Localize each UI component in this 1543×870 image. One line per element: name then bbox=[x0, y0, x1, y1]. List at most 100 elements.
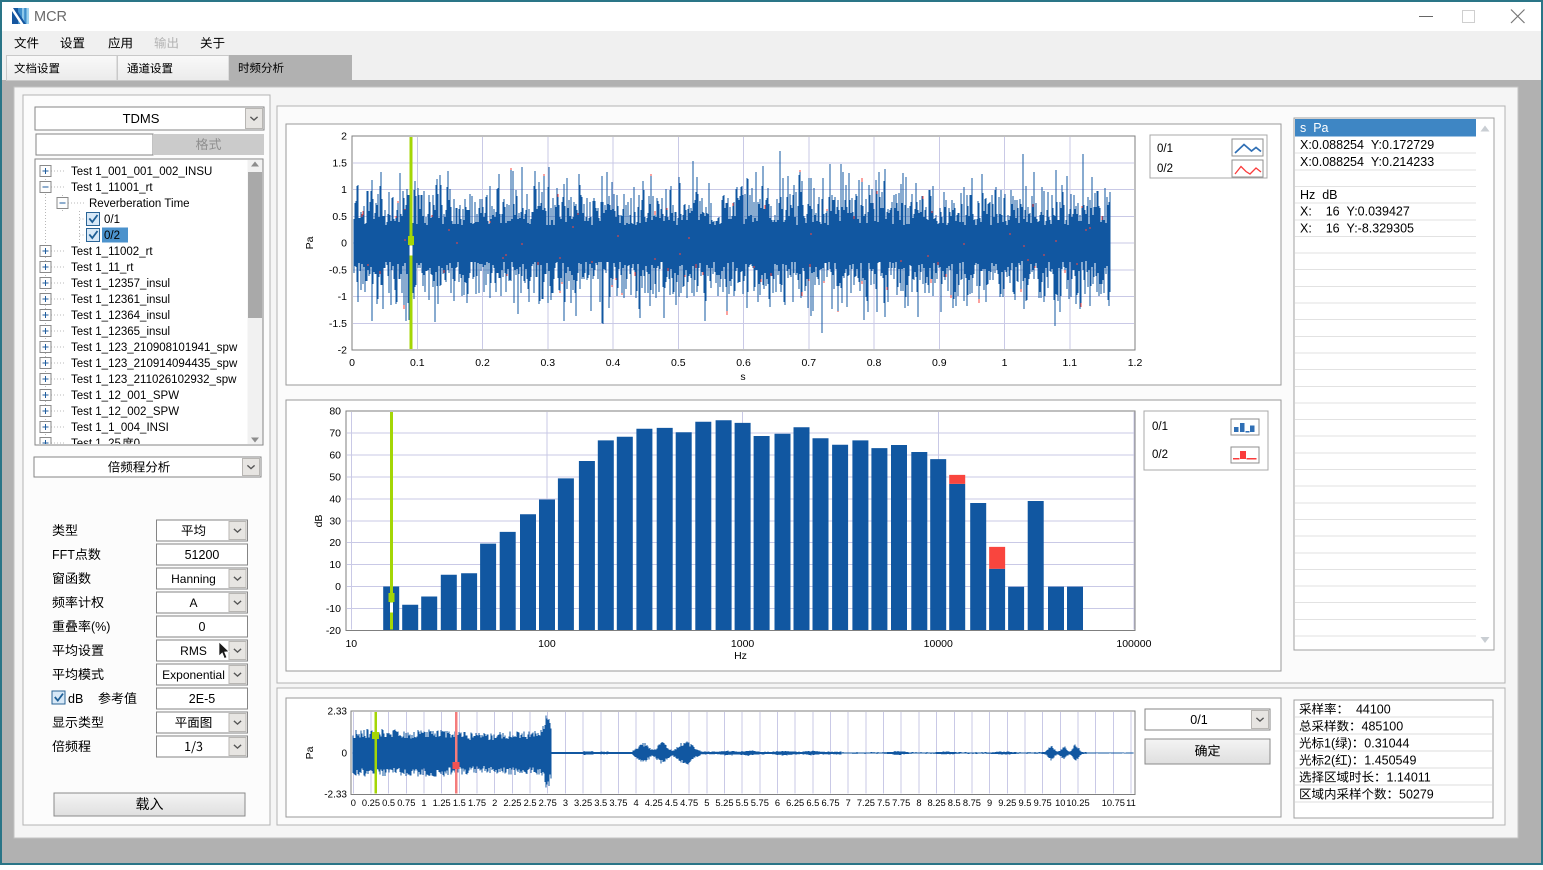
svg-text:60: 60 bbox=[329, 449, 341, 461]
svg-text:6.75: 6.75 bbox=[821, 798, 839, 808]
svg-text:0/1: 0/1 bbox=[1190, 713, 1207, 727]
svg-text:MCR: MCR bbox=[34, 9, 67, 25]
svg-text:1.75: 1.75 bbox=[468, 798, 486, 808]
svg-text:Test 1_12361_insul: Test 1_12361_insul bbox=[71, 294, 170, 306]
svg-text:0: 0 bbox=[351, 798, 356, 808]
svg-text:1(: 1( bbox=[1324, 737, 1336, 751]
svg-text:0.9: 0.9 bbox=[932, 357, 947, 369]
svg-text:485100: 485100 bbox=[1362, 720, 1404, 734]
svg-text:dB: dB bbox=[313, 515, 325, 528]
svg-text:9: 9 bbox=[987, 798, 992, 808]
svg-text:A: A bbox=[189, 596, 197, 610]
svg-text:1.5: 1.5 bbox=[453, 798, 466, 808]
svg-text:7.75: 7.75 bbox=[892, 798, 910, 808]
svg-text:3.75: 3.75 bbox=[609, 798, 627, 808]
svg-text:0: 0 bbox=[341, 238, 347, 250]
svg-text:1: 1 bbox=[1002, 357, 1008, 369]
svg-text:9.25: 9.25 bbox=[998, 798, 1016, 808]
svg-text:0.3: 0.3 bbox=[540, 357, 555, 369]
svg-text:X: 16 Y:-8.329305: X: 16 Y:-8.329305 bbox=[1300, 221, 1414, 235]
svg-text:X: 16 Y:0.039427: X: 16 Y:0.039427 bbox=[1300, 205, 1410, 219]
svg-text:(%): (%) bbox=[91, 620, 110, 634]
svg-text:0.6: 0.6 bbox=[736, 357, 751, 369]
svg-text:): ) bbox=[1348, 737, 1352, 751]
svg-text:0.5: 0.5 bbox=[671, 357, 686, 369]
svg-text:10.25: 10.25 bbox=[1066, 798, 1089, 808]
svg-text:0/1: 0/1 bbox=[104, 214, 120, 226]
svg-text:0.25: 0.25 bbox=[362, 798, 380, 808]
svg-text:Test 1_25: Test 1_25 bbox=[71, 438, 121, 450]
svg-text:s Pa: s Pa bbox=[1300, 121, 1329, 135]
svg-text:5: 5 bbox=[704, 798, 709, 808]
svg-text:44100: 44100 bbox=[1349, 703, 1391, 717]
svg-text:4.25: 4.25 bbox=[645, 798, 663, 808]
svg-text:2.25: 2.25 bbox=[503, 798, 521, 808]
svg-text:30: 30 bbox=[329, 515, 341, 527]
svg-text:0/2: 0/2 bbox=[1157, 163, 1173, 175]
svg-text:4.5: 4.5 bbox=[665, 798, 678, 808]
svg-text:-1.5: -1.5 bbox=[329, 318, 347, 330]
svg-text:Pa: Pa bbox=[304, 236, 316, 249]
svg-text:0/2: 0/2 bbox=[1152, 449, 1168, 461]
svg-text:7.25: 7.25 bbox=[857, 798, 875, 808]
svg-text:Test 1_12365_insul: Test 1_12365_insul bbox=[71, 326, 170, 338]
svg-text:0.75: 0.75 bbox=[397, 798, 415, 808]
svg-text:0: 0 bbox=[335, 581, 341, 593]
svg-text:2E-5: 2E-5 bbox=[189, 692, 215, 706]
svg-text:80: 80 bbox=[329, 406, 341, 418]
svg-text:4: 4 bbox=[634, 798, 639, 808]
svg-text:0.1: 0.1 bbox=[410, 357, 425, 369]
svg-text:5.75: 5.75 bbox=[751, 798, 769, 808]
svg-text:1.2: 1.2 bbox=[1128, 357, 1143, 369]
svg-text:0: 0 bbox=[199, 620, 206, 634]
svg-text:1: 1 bbox=[421, 798, 426, 808]
svg-text:1000: 1000 bbox=[731, 638, 755, 650]
svg-text:51200: 51200 bbox=[185, 548, 220, 562]
svg-text:100: 100 bbox=[538, 638, 556, 650]
svg-text:-2.33: -2.33 bbox=[324, 790, 347, 801]
svg-text:-0.5: -0.5 bbox=[329, 264, 347, 276]
svg-text:): ) bbox=[1348, 754, 1352, 768]
svg-text:0.4: 0.4 bbox=[606, 357, 621, 369]
svg-text:7: 7 bbox=[846, 798, 851, 808]
svg-text:-2: -2 bbox=[338, 345, 347, 357]
svg-text:4.75: 4.75 bbox=[680, 798, 698, 808]
svg-text:0: 0 bbox=[341, 749, 347, 760]
svg-text:Exponential: Exponential bbox=[162, 668, 225, 682]
svg-text:-20: -20 bbox=[326, 625, 341, 637]
svg-text:10: 10 bbox=[329, 559, 341, 571]
svg-text:Test 1_123_211026102932_spw: Test 1_123_211026102932_spw bbox=[71, 374, 237, 386]
svg-text:2: 2 bbox=[341, 131, 347, 143]
svg-text:Hz dB: Hz dB bbox=[1300, 188, 1338, 202]
svg-text:Test 1_11002_rt: Test 1_11002_rt bbox=[71, 246, 153, 258]
svg-text:-10: -10 bbox=[326, 603, 341, 615]
svg-text:9.5: 9.5 bbox=[1018, 798, 1031, 808]
svg-text:0.5: 0.5 bbox=[382, 798, 395, 808]
svg-text:TDMS: TDMS bbox=[123, 111, 160, 126]
svg-text:10: 10 bbox=[345, 638, 357, 650]
svg-text:50279: 50279 bbox=[1399, 788, 1434, 802]
svg-text:5.25: 5.25 bbox=[715, 798, 733, 808]
svg-text:1.14011: 1.14011 bbox=[1387, 771, 1431, 785]
svg-text:Test 1_123_210914094435_spw: Test 1_123_210914094435_spw bbox=[71, 358, 238, 370]
svg-text:X:0.088254 Y:0.214233: X:0.088254 Y:0.214233 bbox=[1300, 155, 1434, 169]
svg-text:100000: 100000 bbox=[1116, 638, 1151, 650]
svg-text:X:0.088254 Y:0.172729: X:0.088254 Y:0.172729 bbox=[1300, 138, 1434, 152]
svg-text:50: 50 bbox=[329, 471, 341, 483]
svg-text:40: 40 bbox=[329, 493, 341, 505]
svg-text:6.25: 6.25 bbox=[786, 798, 804, 808]
svg-text:0: 0 bbox=[134, 438, 140, 450]
svg-text:0.2: 0.2 bbox=[475, 357, 490, 369]
svg-text:1.5: 1.5 bbox=[332, 157, 347, 169]
svg-text:Test 1_11001_rt: Test 1_11001_rt bbox=[71, 182, 153, 194]
svg-text:3: 3 bbox=[563, 798, 568, 808]
svg-text:Test 1_1_004_INSI: Test 1_1_004_INSI bbox=[71, 422, 169, 434]
svg-text:Test 1_12_001_SPW: Test 1_12_001_SPW bbox=[71, 390, 179, 402]
svg-text:2.5: 2.5 bbox=[524, 798, 537, 808]
svg-text:8.5: 8.5 bbox=[948, 798, 961, 808]
svg-text:0/1: 0/1 bbox=[1157, 143, 1173, 155]
svg-text:8.25: 8.25 bbox=[928, 798, 946, 808]
svg-text:Test 1_12364_insul: Test 1_12364_insul bbox=[71, 310, 170, 322]
svg-text:8: 8 bbox=[916, 798, 921, 808]
svg-text:dB: dB bbox=[68, 692, 83, 706]
